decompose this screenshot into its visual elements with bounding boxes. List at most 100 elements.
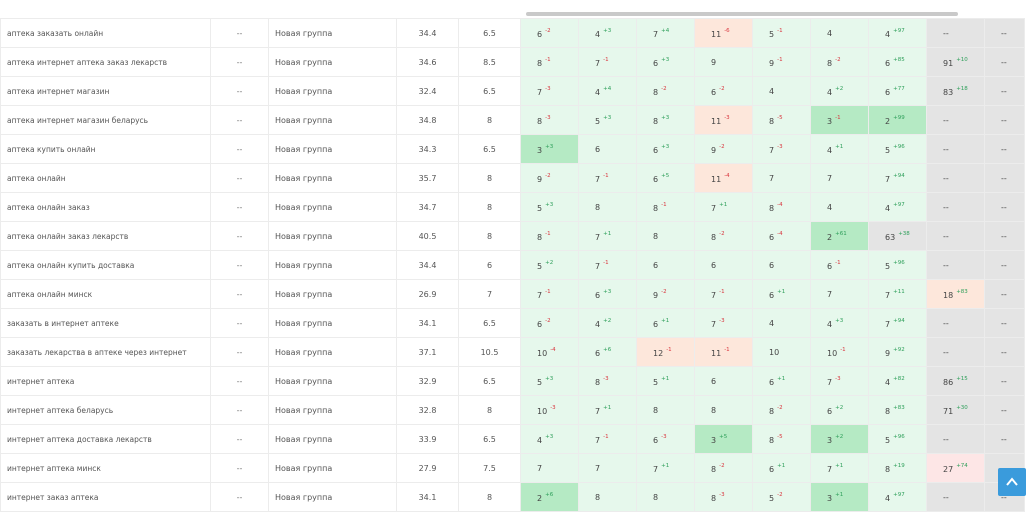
position-cell[interactable]: 6 +1 [752, 279, 811, 309]
position-cell[interactable]: 8 +19 [868, 453, 927, 483]
position-cell[interactable]: 5 +1 [636, 366, 695, 396]
position-cell[interactable]: -- [926, 308, 985, 338]
position-cell[interactable]: -- [926, 482, 985, 512]
position-cell[interactable]: 7 +1 [810, 453, 869, 483]
position-cell[interactable]: 4 +3 [520, 424, 579, 454]
position-cell[interactable]: -- [984, 424, 1025, 454]
position-cell[interactable]: 8 -2 [636, 76, 695, 106]
position-cell[interactable]: 8 [636, 221, 695, 251]
position-cell[interactable]: 7 [810, 279, 869, 309]
position-cell[interactable]: 3 -1 [810, 105, 869, 135]
table-row[interactable]: заказать лекарства в аптеке через интерн… [0, 337, 1025, 367]
position-cell[interactable]: 8 [578, 482, 637, 512]
position-cell[interactable]: 5 +96 [868, 424, 927, 454]
table-row[interactable]: аптека интернет магазин беларусь -- Новая … [0, 105, 1025, 135]
position-cell[interactable]: 6 +1 [636, 308, 695, 338]
position-cell[interactable]: -- [984, 221, 1025, 251]
position-cell[interactable]: 6 -2 [694, 76, 753, 106]
position-cell[interactable]: 6 +5 [636, 163, 695, 193]
position-cell[interactable]: 4 +97 [868, 192, 927, 222]
position-cell[interactable]: 7 +4 [636, 18, 695, 48]
position-cell[interactable]: -- [984, 134, 1025, 164]
position-cell[interactable]: 8 -5 [752, 105, 811, 135]
table-row[interactable]: интернет аптека беларусь -- Новая группа 32… [0, 395, 1025, 425]
position-cell[interactable]: 6 +3 [578, 279, 637, 309]
position-cell[interactable]: 4 [752, 308, 811, 338]
position-cell[interactable]: -- [984, 395, 1025, 425]
position-cell[interactable]: 7 -1 [520, 279, 579, 309]
position-cell[interactable]: 6 [578, 134, 637, 164]
table-row[interactable]: аптека онлайн -- Новая группа 35.7 8 9 -2 7 -1 6 +… [0, 163, 1025, 193]
position-cell[interactable]: 6 -1 [810, 250, 869, 280]
position-cell[interactable]: 8 [636, 482, 695, 512]
position-cell[interactable]: 6 -4 [752, 221, 811, 251]
position-cell[interactable]: 8 -1 [520, 47, 579, 77]
position-cell[interactable]: 5 -2 [752, 482, 811, 512]
position-cell[interactable]: -- [926, 192, 985, 222]
position-cell[interactable]: 4 +4 [578, 76, 637, 106]
position-cell[interactable]: 8 [578, 192, 637, 222]
position-cell[interactable]: 6 [752, 250, 811, 280]
position-cell[interactable]: 6 +3 [636, 47, 695, 77]
horizontal-scrollbar[interactable] [522, 10, 1024, 18]
position-cell[interactable]: 6 +1 [752, 453, 811, 483]
position-cell[interactable]: 7 [578, 453, 637, 483]
position-cell[interactable]: 71 +30 [926, 395, 985, 425]
position-cell[interactable]: 3 +1 [810, 482, 869, 512]
position-cell[interactable]: 10 -3 [520, 395, 579, 425]
position-cell[interactable]: 6 [694, 366, 753, 396]
position-cell[interactable]: 12 -1 [636, 337, 695, 367]
position-cell[interactable]: 5 +96 [868, 250, 927, 280]
position-cell[interactable]: -- [984, 47, 1025, 77]
position-cell[interactable]: 7 -3 [520, 76, 579, 106]
position-cell[interactable]: 6 +1 [752, 366, 811, 396]
position-cell[interactable]: 7 -1 [578, 424, 637, 454]
position-cell[interactable]: 6 -2 [520, 308, 579, 338]
position-cell[interactable]: 4 +3 [810, 308, 869, 338]
position-cell[interactable]: 4 +2 [578, 308, 637, 338]
position-cell[interactable]: 8 -3 [694, 482, 753, 512]
position-cell[interactable]: 5 +3 [520, 192, 579, 222]
position-cell[interactable]: 7 +1 [694, 192, 753, 222]
position-cell[interactable]: 3 +3 [520, 134, 579, 164]
position-cell[interactable]: 8 +3 [636, 105, 695, 135]
position-cell[interactable]: 86 +15 [926, 366, 985, 396]
table-row[interactable]: аптека онлайн купить доставка -- Новая гру… [0, 250, 1025, 280]
position-cell[interactable]: 4 +97 [868, 18, 927, 48]
position-cell[interactable]: 5 +96 [868, 134, 927, 164]
position-cell[interactable]: 4 +82 [868, 366, 927, 396]
position-cell[interactable]: 9 [694, 47, 753, 77]
position-cell[interactable]: 8 -3 [520, 105, 579, 135]
table-row[interactable]: интернет аптека доставка лекарств -- Новая… [0, 424, 1025, 454]
position-cell[interactable]: -- [984, 105, 1025, 135]
position-cell[interactable]: 4 +97 [868, 482, 927, 512]
position-cell[interactable]: -- [984, 337, 1025, 367]
table-row[interactable]: аптека онлайн минск -- Новая группа 26.9 7 7-… [0, 279, 1025, 309]
position-cell[interactable]: 7 -1 [694, 279, 753, 309]
position-cell[interactable]: 7 [520, 453, 579, 483]
position-cell[interactable]: 7 -3 [752, 134, 811, 164]
position-cell[interactable]: -- [984, 308, 1025, 338]
position-cell[interactable]: 2 +99 [868, 105, 927, 135]
position-cell[interactable]: 7 -3 [694, 308, 753, 338]
position-cell[interactable]: 8 -5 [752, 424, 811, 454]
position-cell[interactable]: 7 +1 [578, 221, 637, 251]
position-cell[interactable]: 7 -1 [578, 163, 637, 193]
position-cell[interactable]: 18 +83 [926, 279, 985, 309]
position-cell[interactable]: 8 -2 [810, 47, 869, 77]
position-cell[interactable]: 10 [752, 337, 811, 367]
position-cell[interactable]: 10 -1 [810, 337, 869, 367]
position-cell[interactable]: 6 +85 [868, 47, 927, 77]
position-cell[interactable]: 5 +3 [578, 105, 637, 135]
position-cell[interactable]: 7 +1 [578, 395, 637, 425]
position-cell[interactable]: 8 -2 [694, 453, 753, 483]
position-cell[interactable]: 8 -2 [752, 395, 811, 425]
position-cell[interactable]: 7 -1 [578, 250, 637, 280]
position-cell[interactable]: -- [926, 337, 985, 367]
position-cell[interactable]: 8 [636, 395, 695, 425]
position-cell[interactable]: 8 -2 [694, 221, 753, 251]
position-cell[interactable]: 6 +3 [636, 134, 695, 164]
position-cell[interactable]: -- [984, 279, 1025, 309]
position-cell[interactable]: 7 -1 [578, 47, 637, 77]
position-cell[interactable]: 5 -1 [752, 18, 811, 48]
